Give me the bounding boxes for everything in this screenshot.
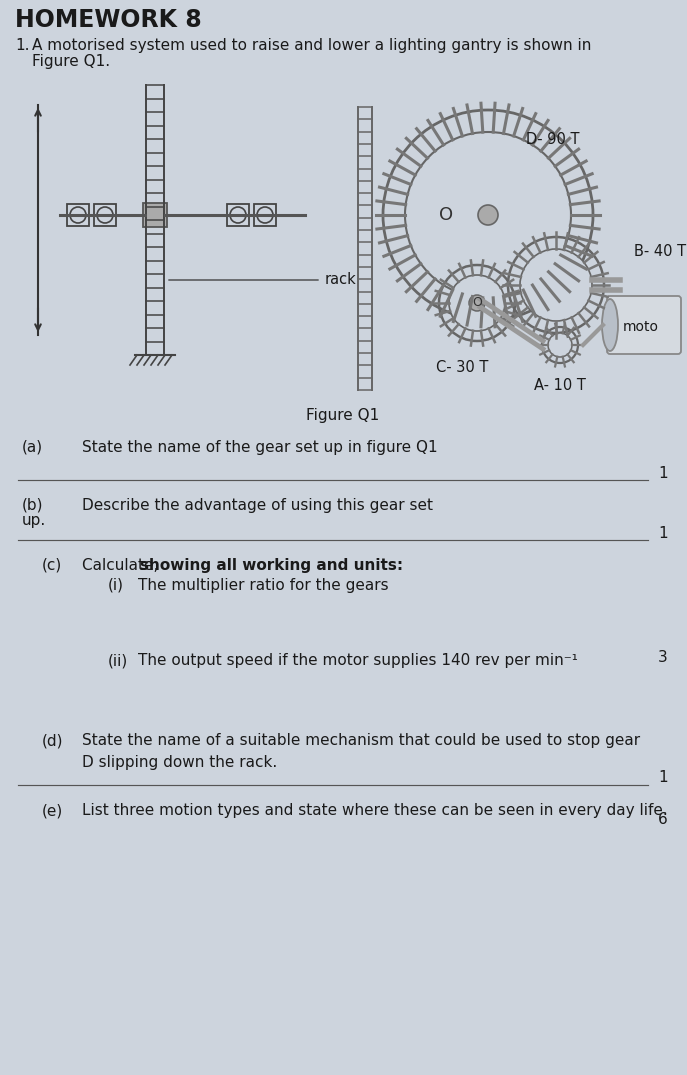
Text: up.: up. xyxy=(22,513,46,528)
Bar xyxy=(67,204,89,226)
Circle shape xyxy=(449,275,505,331)
Text: (e): (e) xyxy=(42,803,63,818)
Text: 3: 3 xyxy=(658,650,668,665)
Text: rack: rack xyxy=(325,272,357,287)
Ellipse shape xyxy=(602,299,618,352)
Text: HOMEWORK 8: HOMEWORK 8 xyxy=(15,8,202,32)
Circle shape xyxy=(405,132,571,298)
Text: 1.: 1. xyxy=(15,38,30,53)
Text: (b): (b) xyxy=(22,498,43,513)
Bar xyxy=(143,203,167,227)
Text: The multiplier ratio for the gears: The multiplier ratio for the gears xyxy=(138,578,389,593)
Text: Describe the advantage of using this gear set: Describe the advantage of using this gea… xyxy=(82,498,433,513)
Text: O: O xyxy=(472,297,482,310)
Text: moto: moto xyxy=(623,320,659,334)
Text: 1: 1 xyxy=(658,771,668,786)
Text: (ii): (ii) xyxy=(108,653,128,668)
Text: (c): (c) xyxy=(42,558,63,573)
Bar xyxy=(227,204,249,226)
Text: 6: 6 xyxy=(658,812,668,827)
Text: (i): (i) xyxy=(108,578,124,593)
Text: A- 10 T: A- 10 T xyxy=(534,377,586,392)
Bar xyxy=(94,204,116,226)
Circle shape xyxy=(520,249,592,321)
Text: Figure Q1: Figure Q1 xyxy=(306,408,380,422)
Text: State the name of the gear set up in figure Q1: State the name of the gear set up in fig… xyxy=(82,440,438,455)
Text: The output speed if the motor supplies 140 rev per min⁻¹: The output speed if the motor supplies 1… xyxy=(138,653,578,668)
Circle shape xyxy=(469,295,485,311)
Text: List three motion types and state where these can be seen in every day life.: List three motion types and state where … xyxy=(82,803,668,818)
Text: 1: 1 xyxy=(658,465,668,481)
Text: (a): (a) xyxy=(22,440,43,455)
Text: (d): (d) xyxy=(42,733,63,748)
Text: showing all working and units:: showing all working and units: xyxy=(140,558,403,573)
Text: D- 90 T: D- 90 T xyxy=(526,132,580,147)
Circle shape xyxy=(548,333,572,357)
Circle shape xyxy=(478,205,498,225)
Text: Calculate,: Calculate, xyxy=(82,558,164,573)
FancyBboxPatch shape xyxy=(607,296,681,354)
Text: B- 40 T: B- 40 T xyxy=(634,244,686,259)
Bar xyxy=(254,204,276,226)
Text: 1: 1 xyxy=(658,526,668,541)
Text: State the name of a suitable mechanism that could be used to stop gear
D slippin: State the name of a suitable mechanism t… xyxy=(82,733,640,770)
Text: Figure Q1.: Figure Q1. xyxy=(32,54,110,69)
Text: A motorised system used to raise and lower a lighting gantry is shown in: A motorised system used to raise and low… xyxy=(32,38,592,53)
Text: C- 30 T: C- 30 T xyxy=(436,360,488,375)
Text: O: O xyxy=(439,206,453,224)
